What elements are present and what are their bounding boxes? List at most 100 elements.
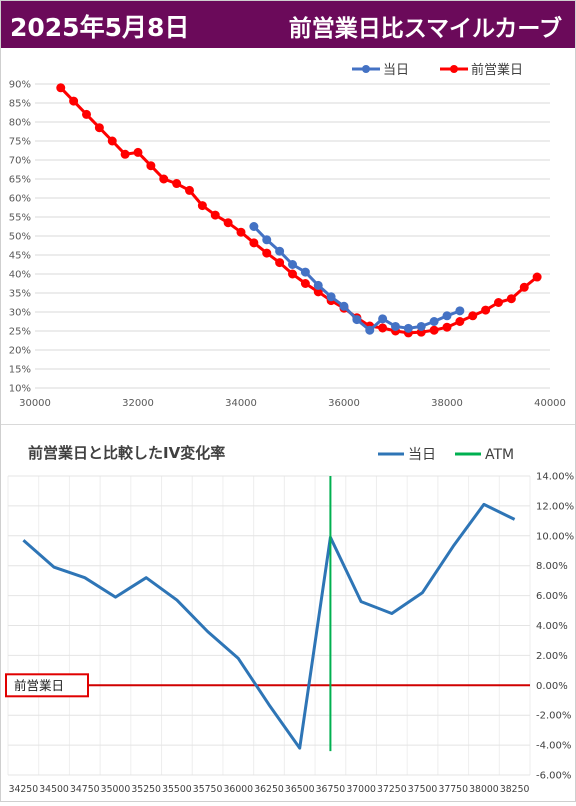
x-tick-label: 36000	[328, 398, 360, 409]
report-date: 2025年5月8日	[10, 13, 190, 42]
y-tick-label: 80%	[9, 118, 31, 129]
data-point-1	[159, 174, 169, 184]
y-tick-label: 60%	[9, 194, 31, 205]
data-point-1	[146, 161, 156, 171]
legend-label-1: 前営業日	[471, 62, 523, 78]
data-point-0	[403, 323, 413, 333]
data-point-1	[197, 201, 207, 211]
y-tick-label: 85%	[9, 99, 31, 110]
x-tick-label: 34250	[9, 784, 39, 795]
legend-marker-1	[450, 65, 458, 73]
data-point-0	[300, 267, 310, 277]
data-point-0	[326, 292, 336, 302]
data-point-1	[481, 305, 491, 315]
y-tick-label: 2.00%	[536, 651, 568, 662]
baseline-label-box	[5, 673, 89, 698]
data-point-0	[365, 325, 375, 335]
y-tick-label: 70%	[9, 156, 31, 167]
y-tick-label: 25%	[9, 327, 31, 338]
series-line-0	[22, 502, 516, 750]
data-point-1	[185, 185, 194, 195]
y-tick-label: 12.00%	[536, 501, 574, 512]
y-tick-label: 75%	[9, 137, 31, 148]
y-tick-label: 20%	[9, 346, 31, 357]
x-tick-label: 37000	[346, 784, 376, 795]
data-point-1	[107, 136, 117, 146]
data-point-0	[339, 301, 349, 311]
y-tick-label: 8.00%	[536, 561, 568, 572]
x-tick-label: 37750	[438, 784, 468, 795]
data-point-1	[378, 323, 388, 333]
y-tick-label: 15%	[9, 365, 31, 376]
chart-divider	[0, 424, 576, 425]
y-tick-label: 14.00%	[536, 472, 574, 483]
header-banner: 2025年5月8日 前営業日比スマイルカーブ	[0, 0, 576, 48]
x-tick-label: 34750	[70, 784, 100, 795]
x-tick-label: 34500	[39, 784, 69, 795]
y-tick-label: 10.00%	[536, 531, 574, 542]
x-tick-label: 36000	[224, 784, 254, 795]
y-tick-label: -2.00%	[536, 711, 571, 722]
data-point-1	[288, 269, 297, 279]
data-point-0	[391, 321, 400, 331]
legend-marker-0	[362, 65, 370, 73]
x-tick-label: 36500	[285, 784, 315, 795]
x-tick-label: 37250	[377, 784, 407, 795]
chart-title: 前営業日と比較したIV変化率	[28, 444, 225, 462]
data-point-1	[442, 322, 452, 332]
data-point-0	[249, 222, 259, 231]
x-tick-label: 30000	[19, 398, 51, 409]
data-point-1	[506, 294, 516, 304]
x-tick-label: 35250	[131, 784, 161, 795]
data-point-0	[262, 235, 272, 245]
y-tick-label: 90%	[9, 80, 31, 91]
baseline-label: 前営業日	[14, 678, 64, 693]
data-point-1	[494, 298, 503, 307]
iv-change-chart: 14.00% 12.00% 10.00% 8.00% 6.00% 4.00% 2.00% 0.…	[0, 428, 576, 802]
data-point-0	[313, 280, 323, 290]
smile-curve-chart: 10% 15% 20% 25% 30% 35% 40% 45% 50% 55% 60% 65% 70% 7…	[0, 52, 576, 422]
data-point-1	[532, 272, 542, 282]
y-tick-label: 50%	[9, 232, 31, 243]
data-point-1	[69, 96, 79, 106]
data-point-1	[300, 279, 310, 288]
data-point-1	[468, 311, 478, 321]
series-line-1	[59, 86, 539, 335]
x-tick-label: 37500	[408, 784, 438, 795]
x-tick-label: 36750	[316, 784, 346, 795]
x-tick-label: 38000	[431, 398, 463, 409]
y-tick-label: 45%	[9, 251, 31, 262]
data-point-1	[94, 123, 104, 133]
y-tick-label: 10%	[9, 384, 31, 395]
x-tick-label: 40000	[534, 398, 566, 409]
x-tick-label: 35500	[162, 784, 192, 795]
data-point-1	[172, 179, 182, 189]
data-point-1	[275, 258, 285, 268]
data-point-1	[249, 238, 259, 248]
data-point-1	[56, 83, 66, 93]
legend-label-atm: ATM	[485, 447, 514, 463]
data-point-1	[262, 248, 272, 258]
data-point-0	[288, 260, 297, 269]
x-tick-label: 35750	[193, 784, 223, 795]
x-tick-label: 38000	[469, 784, 499, 795]
y-tick-label: 30%	[9, 308, 31, 319]
legend-label-0: 当日	[408, 447, 436, 463]
data-point-0	[429, 317, 439, 326]
x-tick-label: 36250	[254, 784, 284, 795]
y-tick-label: 6.00%	[536, 591, 568, 602]
x-tick-label: 38250	[500, 784, 530, 795]
data-point-0	[352, 315, 362, 325]
x-tick-label: 35000	[101, 784, 131, 795]
y-tick-label: 4.00%	[536, 621, 568, 632]
data-point-1	[429, 325, 439, 335]
x-tick-label: 32000	[122, 398, 154, 409]
data-point-0	[378, 314, 388, 324]
y-tick-label: -6.00%	[536, 771, 571, 782]
data-point-0	[416, 321, 426, 331]
y-tick-label: 40%	[9, 270, 31, 281]
y-tick-label: -4.00%	[536, 741, 571, 752]
iv-change-svg: 14.00% 12.00% 10.00% 8.00% 6.00% 4.00% 2.00% 0.…	[5, 444, 574, 795]
y-tick-label: 0.00%	[536, 681, 568, 692]
y-tick-label: 65%	[9, 175, 31, 186]
